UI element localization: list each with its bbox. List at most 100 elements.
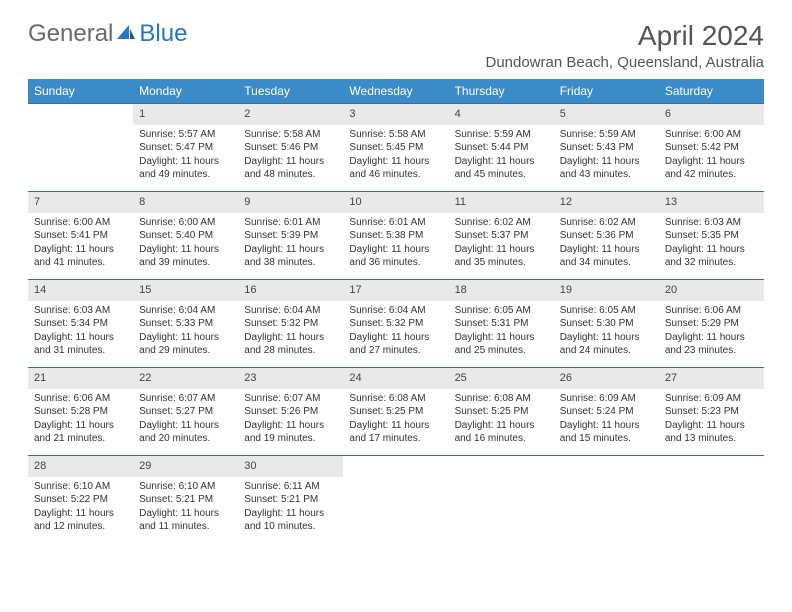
cell-inner: 6Sunrise: 6:00 AMSunset: 5:42 PMDaylight…	[659, 103, 764, 191]
calendar-cell: 10Sunrise: 6:01 AMSunset: 5:38 PMDayligh…	[343, 191, 448, 279]
day-header: Sunday	[28, 79, 133, 103]
day-header: Saturday	[659, 79, 764, 103]
month-title: April 2024	[485, 20, 764, 52]
day-details: Sunrise: 6:09 AMSunset: 5:24 PMDaylight:…	[554, 389, 659, 452]
calendar-week-row: 1Sunrise: 5:57 AMSunset: 5:47 PMDaylight…	[28, 103, 764, 191]
calendar-cell: 19Sunrise: 6:05 AMSunset: 5:30 PMDayligh…	[554, 279, 659, 367]
calendar-cell: 17Sunrise: 6:04 AMSunset: 5:32 PMDayligh…	[343, 279, 448, 367]
calendar-cell: 30Sunrise: 6:11 AMSunset: 5:21 PMDayligh…	[238, 455, 343, 543]
day-details: Sunrise: 5:58 AMSunset: 5:45 PMDaylight:…	[343, 125, 448, 188]
day-number: 28	[28, 456, 133, 477]
day-number: 4	[449, 104, 554, 125]
day-number: 18	[449, 280, 554, 301]
calendar-cell: 23Sunrise: 6:07 AMSunset: 5:26 PMDayligh…	[238, 367, 343, 455]
calendar-body: 1Sunrise: 5:57 AMSunset: 5:47 PMDaylight…	[28, 103, 764, 543]
day-number: 10	[343, 192, 448, 213]
cell-inner: 18Sunrise: 6:05 AMSunset: 5:31 PMDayligh…	[449, 279, 554, 367]
cell-inner: 30Sunrise: 6:11 AMSunset: 5:21 PMDayligh…	[238, 455, 343, 543]
calendar-cell: 9Sunrise: 6:01 AMSunset: 5:39 PMDaylight…	[238, 191, 343, 279]
cell-inner: 13Sunrise: 6:03 AMSunset: 5:35 PMDayligh…	[659, 191, 764, 279]
day-details: Sunrise: 6:06 AMSunset: 5:28 PMDaylight:…	[28, 389, 133, 452]
cell-inner: 21Sunrise: 6:06 AMSunset: 5:28 PMDayligh…	[28, 367, 133, 455]
cell-inner: 20Sunrise: 6:06 AMSunset: 5:29 PMDayligh…	[659, 279, 764, 367]
day-details: Sunrise: 6:02 AMSunset: 5:37 PMDaylight:…	[449, 213, 554, 276]
logo-text-general: General	[28, 20, 113, 48]
cell-inner: 22Sunrise: 6:07 AMSunset: 5:27 PMDayligh…	[133, 367, 238, 455]
calendar-cell: 6Sunrise: 6:00 AMSunset: 5:42 PMDaylight…	[659, 103, 764, 191]
cell-inner: 24Sunrise: 6:08 AMSunset: 5:25 PMDayligh…	[343, 367, 448, 455]
calendar-cell: 20Sunrise: 6:06 AMSunset: 5:29 PMDayligh…	[659, 279, 764, 367]
day-details: Sunrise: 6:09 AMSunset: 5:23 PMDaylight:…	[659, 389, 764, 452]
day-details: Sunrise: 6:02 AMSunset: 5:36 PMDaylight:…	[554, 213, 659, 276]
calendar-table: SundayMondayTuesdayWednesdayThursdayFrid…	[28, 79, 764, 543]
day-number: 23	[238, 368, 343, 389]
calendar-cell: 13Sunrise: 6:03 AMSunset: 5:35 PMDayligh…	[659, 191, 764, 279]
cell-inner: 28Sunrise: 6:10 AMSunset: 5:22 PMDayligh…	[28, 455, 133, 543]
day-number: 13	[659, 192, 764, 213]
day-number: 30	[238, 456, 343, 477]
calendar-cell: 28Sunrise: 6:10 AMSunset: 5:22 PMDayligh…	[28, 455, 133, 543]
day-number: 15	[133, 280, 238, 301]
day-details: Sunrise: 6:04 AMSunset: 5:32 PMDaylight:…	[343, 301, 448, 364]
day-header: Thursday	[449, 79, 554, 103]
cell-inner: 3Sunrise: 5:58 AMSunset: 5:45 PMDaylight…	[343, 103, 448, 191]
day-details: Sunrise: 6:04 AMSunset: 5:33 PMDaylight:…	[133, 301, 238, 364]
day-number: 24	[343, 368, 448, 389]
day-number: 5	[554, 104, 659, 125]
day-number: 2	[238, 104, 343, 125]
cell-inner: 29Sunrise: 6:10 AMSunset: 5:21 PMDayligh…	[133, 455, 238, 543]
day-details: Sunrise: 6:10 AMSunset: 5:21 PMDaylight:…	[133, 477, 238, 540]
day-number: 3	[343, 104, 448, 125]
day-number: 25	[449, 368, 554, 389]
calendar-cell: 12Sunrise: 6:02 AMSunset: 5:36 PMDayligh…	[554, 191, 659, 279]
calendar-cell	[343, 455, 448, 543]
day-header: Friday	[554, 79, 659, 103]
cell-inner: 26Sunrise: 6:09 AMSunset: 5:24 PMDayligh…	[554, 367, 659, 455]
calendar-cell: 3Sunrise: 5:58 AMSunset: 5:45 PMDaylight…	[343, 103, 448, 191]
day-number: 12	[554, 192, 659, 213]
calendar-week-row: 7Sunrise: 6:00 AMSunset: 5:41 PMDaylight…	[28, 191, 764, 279]
day-details: Sunrise: 6:07 AMSunset: 5:27 PMDaylight:…	[133, 389, 238, 452]
cell-inner	[659, 455, 764, 543]
calendar-cell: 24Sunrise: 6:08 AMSunset: 5:25 PMDayligh…	[343, 367, 448, 455]
day-number: 21	[28, 368, 133, 389]
day-number: 1	[133, 104, 238, 125]
day-details: Sunrise: 6:00 AMSunset: 5:41 PMDaylight:…	[28, 213, 133, 276]
day-number: 26	[554, 368, 659, 389]
calendar-cell: 18Sunrise: 6:05 AMSunset: 5:31 PMDayligh…	[449, 279, 554, 367]
cell-inner: 27Sunrise: 6:09 AMSunset: 5:23 PMDayligh…	[659, 367, 764, 455]
cell-inner: 23Sunrise: 6:07 AMSunset: 5:26 PMDayligh…	[238, 367, 343, 455]
day-header: Monday	[133, 79, 238, 103]
calendar-week-row: 21Sunrise: 6:06 AMSunset: 5:28 PMDayligh…	[28, 367, 764, 455]
day-number: 14	[28, 280, 133, 301]
day-details: Sunrise: 6:04 AMSunset: 5:32 PMDaylight:…	[238, 301, 343, 364]
cell-inner: 14Sunrise: 6:03 AMSunset: 5:34 PMDayligh…	[28, 279, 133, 367]
cell-inner: 19Sunrise: 6:05 AMSunset: 5:30 PMDayligh…	[554, 279, 659, 367]
day-number: 17	[343, 280, 448, 301]
logo-text-blue: Blue	[139, 20, 187, 48]
cell-inner: 9Sunrise: 6:01 AMSunset: 5:39 PMDaylight…	[238, 191, 343, 279]
calendar-cell: 8Sunrise: 6:00 AMSunset: 5:40 PMDaylight…	[133, 191, 238, 279]
calendar-cell: 29Sunrise: 6:10 AMSunset: 5:21 PMDayligh…	[133, 455, 238, 543]
title-block: April 2024 Dundowran Beach, Queensland, …	[485, 20, 764, 71]
calendar-cell: 15Sunrise: 6:04 AMSunset: 5:33 PMDayligh…	[133, 279, 238, 367]
day-number: 8	[133, 192, 238, 213]
day-details: Sunrise: 5:57 AMSunset: 5:47 PMDaylight:…	[133, 125, 238, 188]
calendar-cell: 21Sunrise: 6:06 AMSunset: 5:28 PMDayligh…	[28, 367, 133, 455]
calendar-cell: 14Sunrise: 6:03 AMSunset: 5:34 PMDayligh…	[28, 279, 133, 367]
cell-inner	[343, 455, 448, 543]
cell-inner: 8Sunrise: 6:00 AMSunset: 5:40 PMDaylight…	[133, 191, 238, 279]
calendar-cell	[449, 455, 554, 543]
calendar-cell: 16Sunrise: 6:04 AMSunset: 5:32 PMDayligh…	[238, 279, 343, 367]
cell-inner	[449, 455, 554, 543]
day-details: Sunrise: 6:00 AMSunset: 5:42 PMDaylight:…	[659, 125, 764, 188]
cell-inner: 7Sunrise: 6:00 AMSunset: 5:41 PMDaylight…	[28, 191, 133, 279]
cell-inner: 16Sunrise: 6:04 AMSunset: 5:32 PMDayligh…	[238, 279, 343, 367]
calendar-cell: 27Sunrise: 6:09 AMSunset: 5:23 PMDayligh…	[659, 367, 764, 455]
cell-inner: 11Sunrise: 6:02 AMSunset: 5:37 PMDayligh…	[449, 191, 554, 279]
day-details: Sunrise: 6:06 AMSunset: 5:29 PMDaylight:…	[659, 301, 764, 364]
calendar-cell: 1Sunrise: 5:57 AMSunset: 5:47 PMDaylight…	[133, 103, 238, 191]
day-details: Sunrise: 6:00 AMSunset: 5:40 PMDaylight:…	[133, 213, 238, 276]
day-number: 6	[659, 104, 764, 125]
day-number: 9	[238, 192, 343, 213]
